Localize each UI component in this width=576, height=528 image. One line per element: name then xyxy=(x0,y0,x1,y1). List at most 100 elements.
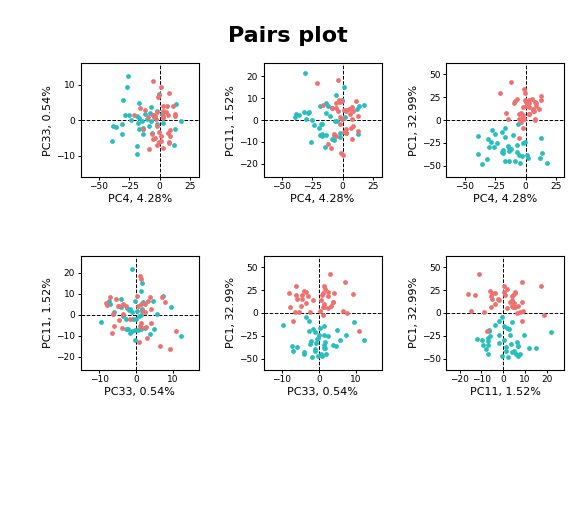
Point xyxy=(113,302,122,310)
Point xyxy=(150,112,160,120)
Point xyxy=(116,303,126,311)
Point xyxy=(125,329,134,337)
Point xyxy=(285,289,294,298)
Point xyxy=(315,130,324,139)
Point xyxy=(355,326,364,335)
Point xyxy=(146,293,155,301)
Point xyxy=(483,135,492,143)
Point xyxy=(170,141,179,149)
Point xyxy=(340,83,349,91)
Point xyxy=(147,128,157,137)
Point xyxy=(124,325,133,334)
Point xyxy=(501,343,510,351)
Point xyxy=(499,322,508,331)
Point xyxy=(316,101,325,110)
Point xyxy=(158,101,168,110)
Point xyxy=(472,335,482,343)
Point xyxy=(146,305,155,313)
Point xyxy=(518,152,527,161)
Point xyxy=(323,102,332,110)
Point xyxy=(151,134,160,142)
Point xyxy=(519,331,528,339)
Point xyxy=(291,282,301,290)
Point xyxy=(148,297,157,305)
Point xyxy=(120,110,130,119)
Point xyxy=(531,102,540,110)
Point xyxy=(151,115,161,123)
Point xyxy=(480,372,489,380)
Point xyxy=(342,129,351,137)
Point xyxy=(132,142,142,150)
Point xyxy=(334,76,343,84)
Point xyxy=(107,137,116,145)
Point xyxy=(493,295,502,303)
Point xyxy=(482,345,491,353)
Point xyxy=(170,110,179,118)
Point xyxy=(319,101,328,109)
Point xyxy=(133,119,142,127)
Point xyxy=(170,112,180,120)
Point xyxy=(518,278,527,286)
Point xyxy=(134,114,143,122)
Point xyxy=(314,352,323,360)
Point xyxy=(158,291,168,300)
Point xyxy=(126,305,135,314)
Point xyxy=(490,129,499,138)
Point xyxy=(155,90,164,98)
Point xyxy=(536,92,545,100)
Point xyxy=(484,341,493,350)
Point xyxy=(139,130,148,139)
Point xyxy=(338,115,347,123)
Point xyxy=(112,123,121,131)
Point xyxy=(300,347,309,356)
Point xyxy=(128,315,138,323)
Point xyxy=(514,151,524,159)
Point xyxy=(154,91,163,99)
Point xyxy=(507,318,516,327)
Point xyxy=(511,157,520,165)
Point xyxy=(317,130,327,138)
Point xyxy=(495,295,504,304)
Point xyxy=(359,336,369,344)
Point xyxy=(119,312,128,320)
Point xyxy=(149,325,158,333)
Point xyxy=(335,112,344,121)
Point xyxy=(527,95,536,103)
Point xyxy=(136,319,145,327)
Point xyxy=(335,335,344,344)
Point xyxy=(348,290,358,299)
Point xyxy=(491,320,500,329)
Point xyxy=(108,121,118,130)
Point xyxy=(287,342,297,350)
Point xyxy=(143,115,152,123)
Point xyxy=(338,115,347,124)
Point xyxy=(320,142,329,150)
Point xyxy=(529,107,538,115)
Point xyxy=(310,327,319,336)
Point xyxy=(309,120,319,129)
Point xyxy=(138,307,147,316)
Point xyxy=(503,142,513,150)
Point xyxy=(336,129,345,137)
Point xyxy=(513,341,522,350)
Point xyxy=(517,114,526,122)
Point xyxy=(328,103,337,112)
Point xyxy=(499,288,509,297)
Point xyxy=(124,306,133,315)
Point xyxy=(321,99,331,108)
Point xyxy=(102,299,111,308)
Point xyxy=(158,111,168,120)
Point xyxy=(516,118,525,127)
Point xyxy=(500,124,509,133)
Point xyxy=(332,104,341,112)
Point xyxy=(478,160,487,168)
Point xyxy=(517,316,526,325)
Point xyxy=(510,97,520,105)
Point xyxy=(505,147,514,155)
Point xyxy=(165,139,174,148)
Point xyxy=(305,308,314,316)
Point xyxy=(319,303,328,311)
Point xyxy=(145,109,154,117)
Point xyxy=(115,301,124,310)
Point xyxy=(504,115,513,124)
